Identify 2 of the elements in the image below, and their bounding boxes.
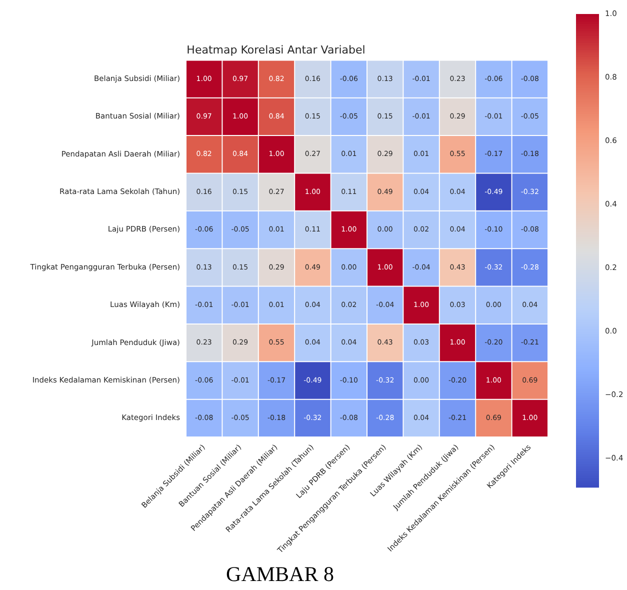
chart-title: Heatmap Korelasi Antar Variabel — [186, 43, 366, 56]
text: GAMBAR 8 — [225, 562, 335, 587]
